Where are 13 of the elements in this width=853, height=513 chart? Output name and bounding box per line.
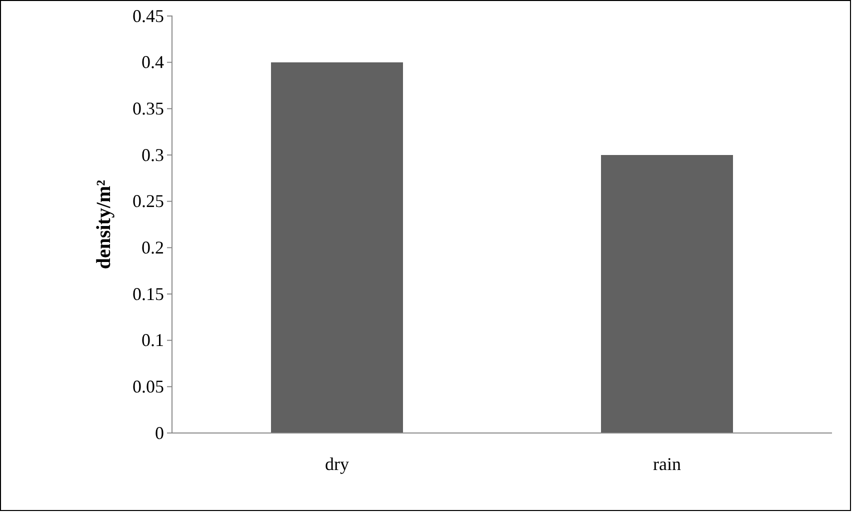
y-tick-label: 0.35 [132, 98, 164, 118]
y-tick-label: 0.05 [132, 376, 164, 396]
y-axis-title: density/m² [93, 180, 115, 270]
y-tick-label: 0.1 [142, 330, 164, 350]
y-tick-label: 0.2 [142, 237, 164, 258]
y-tick-label: 0.3 [142, 144, 164, 165]
y-tick-label: 0 [155, 422, 164, 443]
x-tick-label: dry [325, 454, 349, 474]
x-tick-label: rain [653, 454, 681, 474]
y-tick-label: 0.25 [132, 191, 164, 212]
y-tick-label: 0.45 [132, 6, 164, 26]
y-tick-label: 0.4 [142, 52, 164, 72]
y-tick-label: 0.15 [132, 284, 164, 304]
